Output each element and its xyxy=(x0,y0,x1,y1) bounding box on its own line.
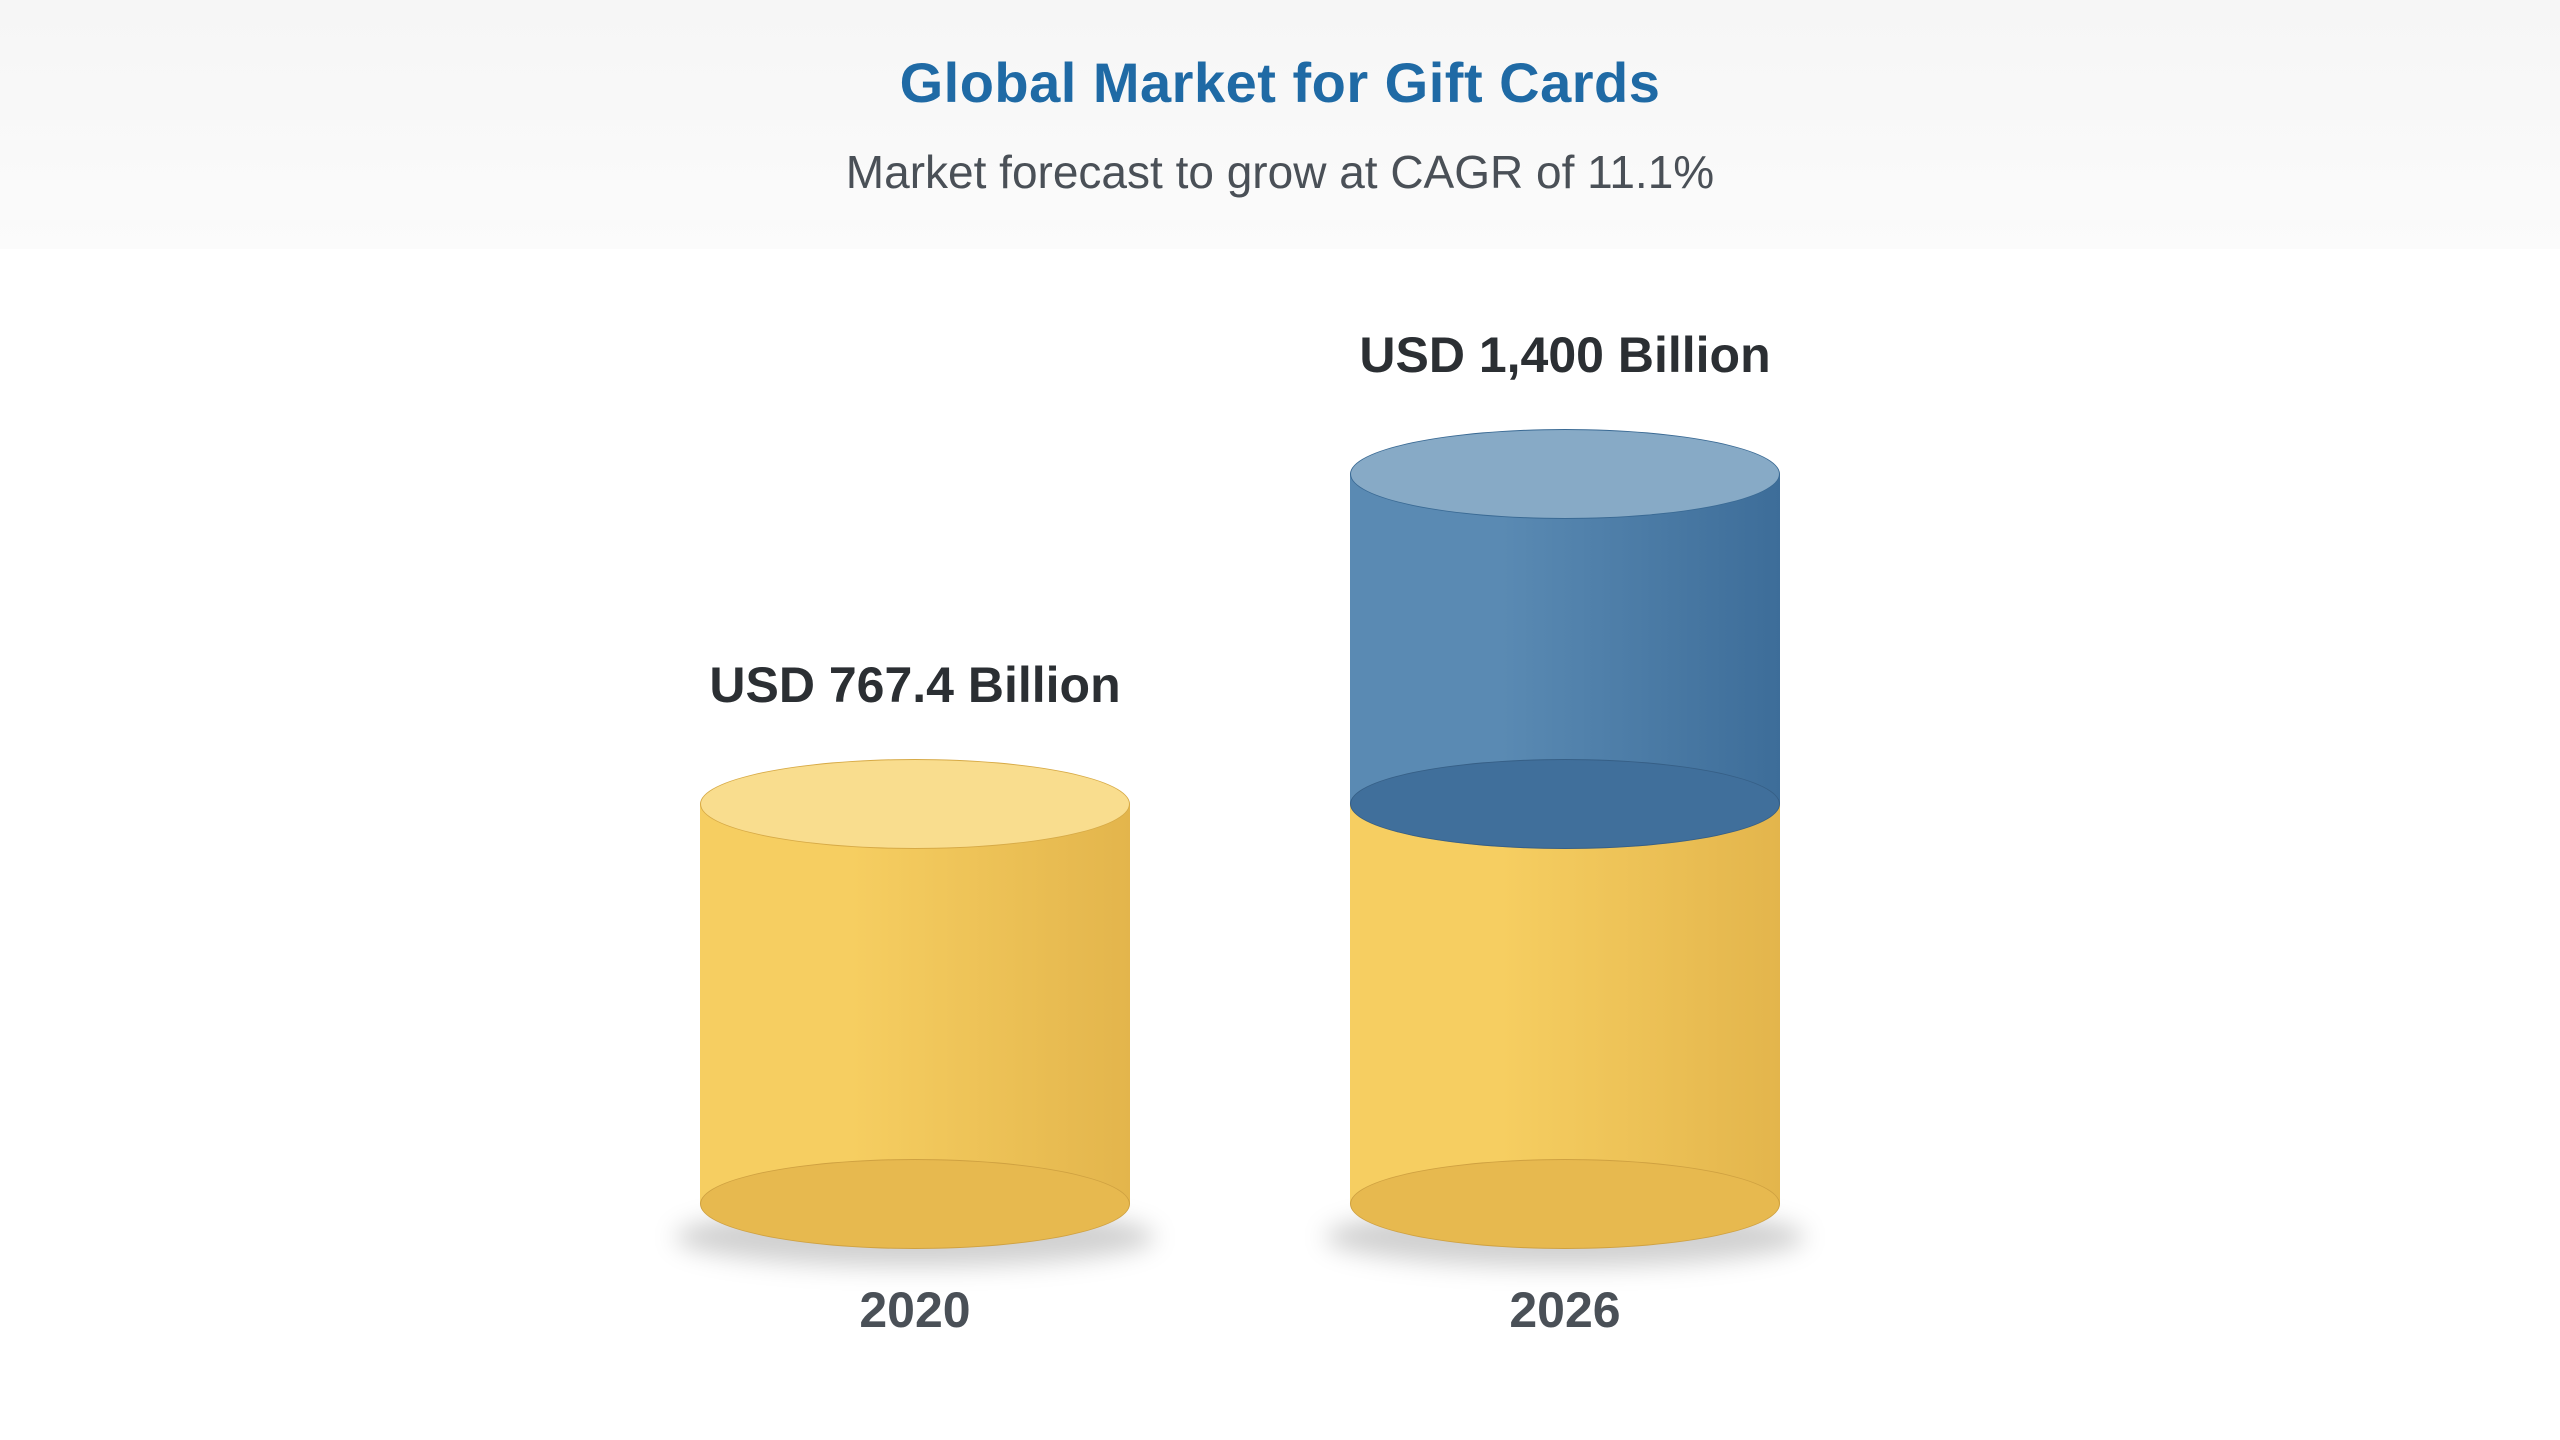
cylinder-segment-body xyxy=(1350,474,1780,804)
cylinder-segment-body xyxy=(1350,804,1780,1204)
cylinder-segment-bottom xyxy=(1350,759,1780,849)
cylinder-segment-body xyxy=(700,804,1130,1204)
header-band: Global Market for Gift Cards Market fore… xyxy=(0,0,2560,249)
value-label-2020: USD 767.4 Billion xyxy=(700,656,1130,714)
cylinder-bar-2020: USD 767.4 Billion2020 xyxy=(700,656,1130,1249)
chart-title: Global Market for Gift Cards xyxy=(0,50,2560,115)
cylinder-segment-bottom xyxy=(1350,1159,1780,1249)
value-label-2026: USD 1,400 Billion xyxy=(1350,326,1780,384)
cylinder-top-cap xyxy=(700,759,1130,849)
cylinder-wrap-2020 xyxy=(700,759,1130,1249)
cylinder-top-cap xyxy=(1350,429,1780,519)
year-label-2026: 2026 xyxy=(1350,1281,1780,1339)
year-label-2020: 2020 xyxy=(700,1281,1130,1339)
chart-area: USD 767.4 Billion2020USD 1,400 Billion20… xyxy=(0,249,2560,1379)
cylinder-wrap-2026 xyxy=(1350,429,1780,1249)
cylinder-bar-2026: USD 1,400 Billion2026 xyxy=(1350,326,1780,1249)
cylinder-segment-bottom xyxy=(700,1159,1130,1249)
chart-subtitle: Market forecast to grow at CAGR of 11.1% xyxy=(0,145,2560,199)
